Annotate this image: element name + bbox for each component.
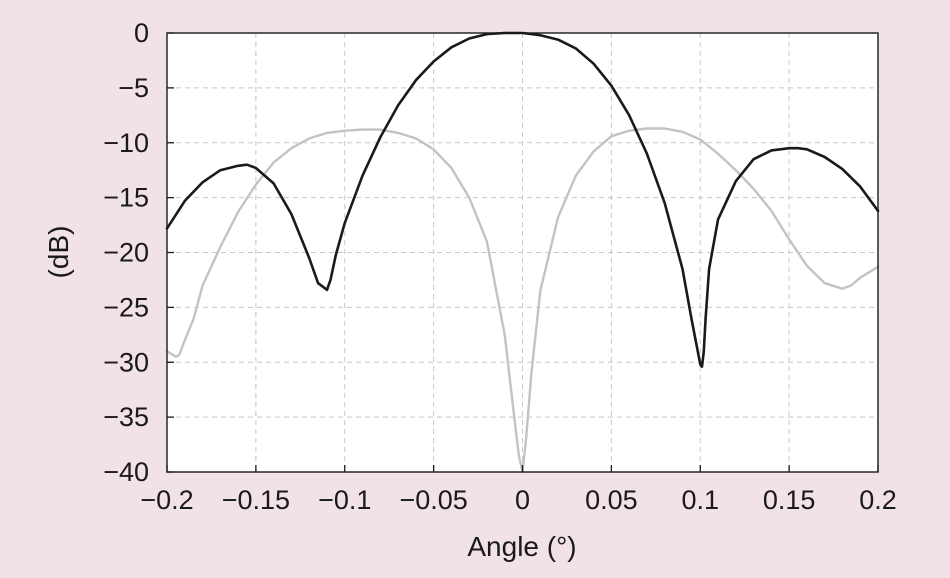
tick-marks — [166, 32, 879, 473]
x-tick-label: −0.15 — [222, 485, 290, 515]
y-tick-label: −40 — [103, 457, 149, 487]
y-tick-label: −35 — [103, 402, 149, 432]
series-line-1 — [165, 31, 880, 368]
x-tick-label: 0.2 — [859, 485, 897, 515]
series-line-2 — [165, 127, 880, 474]
y-tick-label: −30 — [103, 347, 149, 377]
x-tick-label: −0.05 — [399, 485, 467, 515]
series-layer — [165, 31, 880, 474]
x-tick-label: −0.2 — [140, 485, 193, 515]
gridlines — [167, 33, 878, 472]
y-tick-labels: 0 −5 −10 −15 −20 −25 −30 −35 −40 — [103, 18, 149, 487]
y-tick-label: −10 — [103, 128, 149, 158]
y-axis-title: (dB) — [43, 226, 74, 279]
x-tick-label: −0.1 — [318, 485, 371, 515]
y-tick-label: −25 — [103, 292, 149, 322]
x-axis-title: Angle (°) — [467, 531, 576, 562]
y-tick-label: 0 — [134, 18, 149, 48]
x-tick-label: 0.05 — [585, 485, 638, 515]
x-tick-label: 0 — [515, 485, 530, 515]
y-tick-label: −5 — [118, 73, 149, 103]
x-tick-labels: −0.2 −0.15 −0.1 −0.05 0 0.05 0.1 0.15 0.2 — [140, 485, 896, 515]
y-tick-label: −20 — [103, 238, 149, 268]
y-tick-label: −15 — [103, 183, 149, 213]
x-tick-label: 0.1 — [681, 485, 719, 515]
x-tick-label: 0.15 — [763, 485, 816, 515]
